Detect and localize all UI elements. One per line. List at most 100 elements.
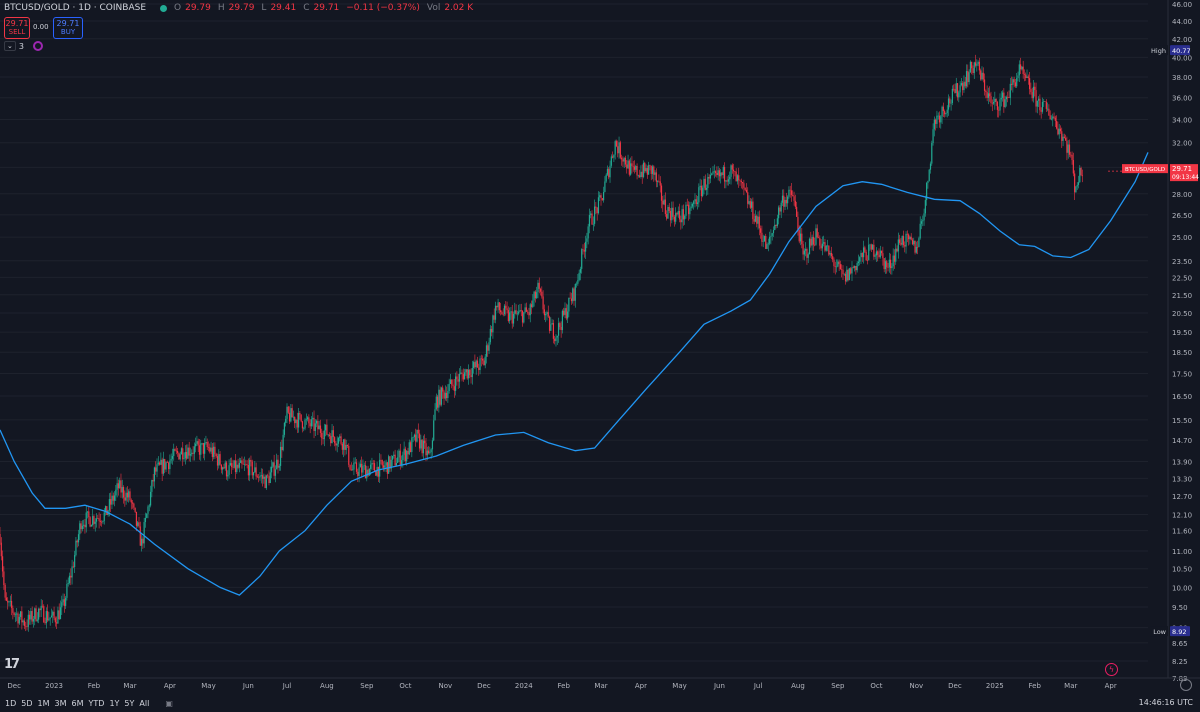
candle-body [31,611,33,622]
candle-body [550,324,552,331]
candle-body [361,463,363,473]
candle-body [1036,100,1038,107]
candle-body [675,213,677,222]
candle-body [16,613,18,615]
timeframe-ytd[interactable]: YTD [88,699,105,708]
candle-body [219,454,221,465]
candle-body [953,88,955,90]
lightning-icon[interactable]: ϟ [1105,663,1118,676]
timeframe-all[interactable]: All [139,699,150,708]
candle-body [1054,117,1056,121]
candle-body [534,291,536,299]
price-tick-label: 9.50 [1172,604,1188,612]
candle-body [546,312,548,314]
candle-body [88,511,90,518]
candle-body [313,417,315,431]
candle-body [390,459,392,469]
candle-body [621,157,623,160]
candle-body [978,61,981,71]
calendar-icon[interactable]: ▣ [165,699,173,708]
utc-clock[interactable]: 14:46:16 UTC [1138,698,1193,707]
time-tick-label: Jun [242,682,254,690]
candle-body [367,469,369,476]
timeframe-1m[interactable]: 1M [37,699,50,708]
candle-body [407,450,409,455]
candle-body [36,619,38,621]
candle-body [851,267,853,274]
candle-body [254,467,256,473]
indicators-toggle[interactable]: ⌄ 3 [4,41,43,51]
candle-body [846,269,848,282]
candle-body [712,171,714,174]
timeframe-6m[interactable]: 6M [71,699,84,708]
candle-body [763,236,766,242]
candle-body [727,179,730,182]
timeframe-5d[interactable]: 5D [21,699,33,708]
candle-body [654,172,656,175]
chevron-down-icon[interactable]: ⌄ [4,41,16,51]
candle-body [989,93,991,97]
candle-body [156,464,158,472]
candle-body [862,247,865,258]
timeframe-5y[interactable]: 5Y [124,699,135,708]
candle-body [384,465,386,468]
time-tick-label: May [672,682,686,690]
candle-body [563,310,565,315]
candle-body [718,170,721,177]
candle-body [184,451,186,459]
candle-body [164,459,166,470]
candle-body [815,228,817,245]
candle-body [913,240,915,245]
candle-body [954,89,956,93]
candle-body [86,511,89,513]
tradingview-logo-icon[interactable]: 17 [4,657,20,672]
sell-label: SELL [8,28,26,36]
candle-body [987,93,990,98]
candle-body [151,480,153,492]
candle-body [554,338,556,342]
candle-body [514,310,516,314]
candle-body [377,466,379,477]
candle-body [202,443,204,454]
candle-body [711,173,713,175]
candle-body [924,200,926,214]
candle-body [323,430,325,440]
candle-body [65,597,67,606]
candle-body [986,92,988,98]
candle-body [1045,101,1047,109]
candle-body [265,475,268,489]
candle-body [680,219,682,223]
candle-body [685,204,687,216]
candle-body [842,269,844,275]
candle-body [537,282,539,293]
candle-body [50,615,53,618]
candle-body [236,464,238,473]
high-value: 29.79 [228,3,255,13]
candle-body [525,307,527,312]
timeframe-3m[interactable]: 3M [54,699,67,708]
candle-body [590,213,592,216]
candle-body [717,170,719,176]
candle-body [252,472,255,476]
timeframe-1d[interactable]: 1D [5,699,17,708]
candle-body [251,461,253,476]
candle-body [603,192,605,201]
timeframe-1y[interactable]: 1Y [109,699,120,708]
symbol-title[interactable]: BTCUSD/GOLD · 1D · COINBASE [4,3,147,13]
candle-body [453,386,455,391]
candle-body [322,438,324,440]
buy-button[interactable]: 29.71 BUY [53,17,83,39]
candle-body [425,443,427,456]
candle-body [696,202,699,204]
candle-body [5,597,8,601]
candle-body [75,540,77,556]
candle-body [648,165,650,175]
sell-button[interactable]: 29.71 SELL [4,17,30,39]
time-tick-label: Feb [558,682,571,690]
candle-body [1018,64,1020,76]
settings-icon[interactable] [1180,679,1192,691]
candle-body [561,310,564,331]
low-marker-value: 8.92 [1172,628,1186,636]
candle-body [790,190,793,195]
